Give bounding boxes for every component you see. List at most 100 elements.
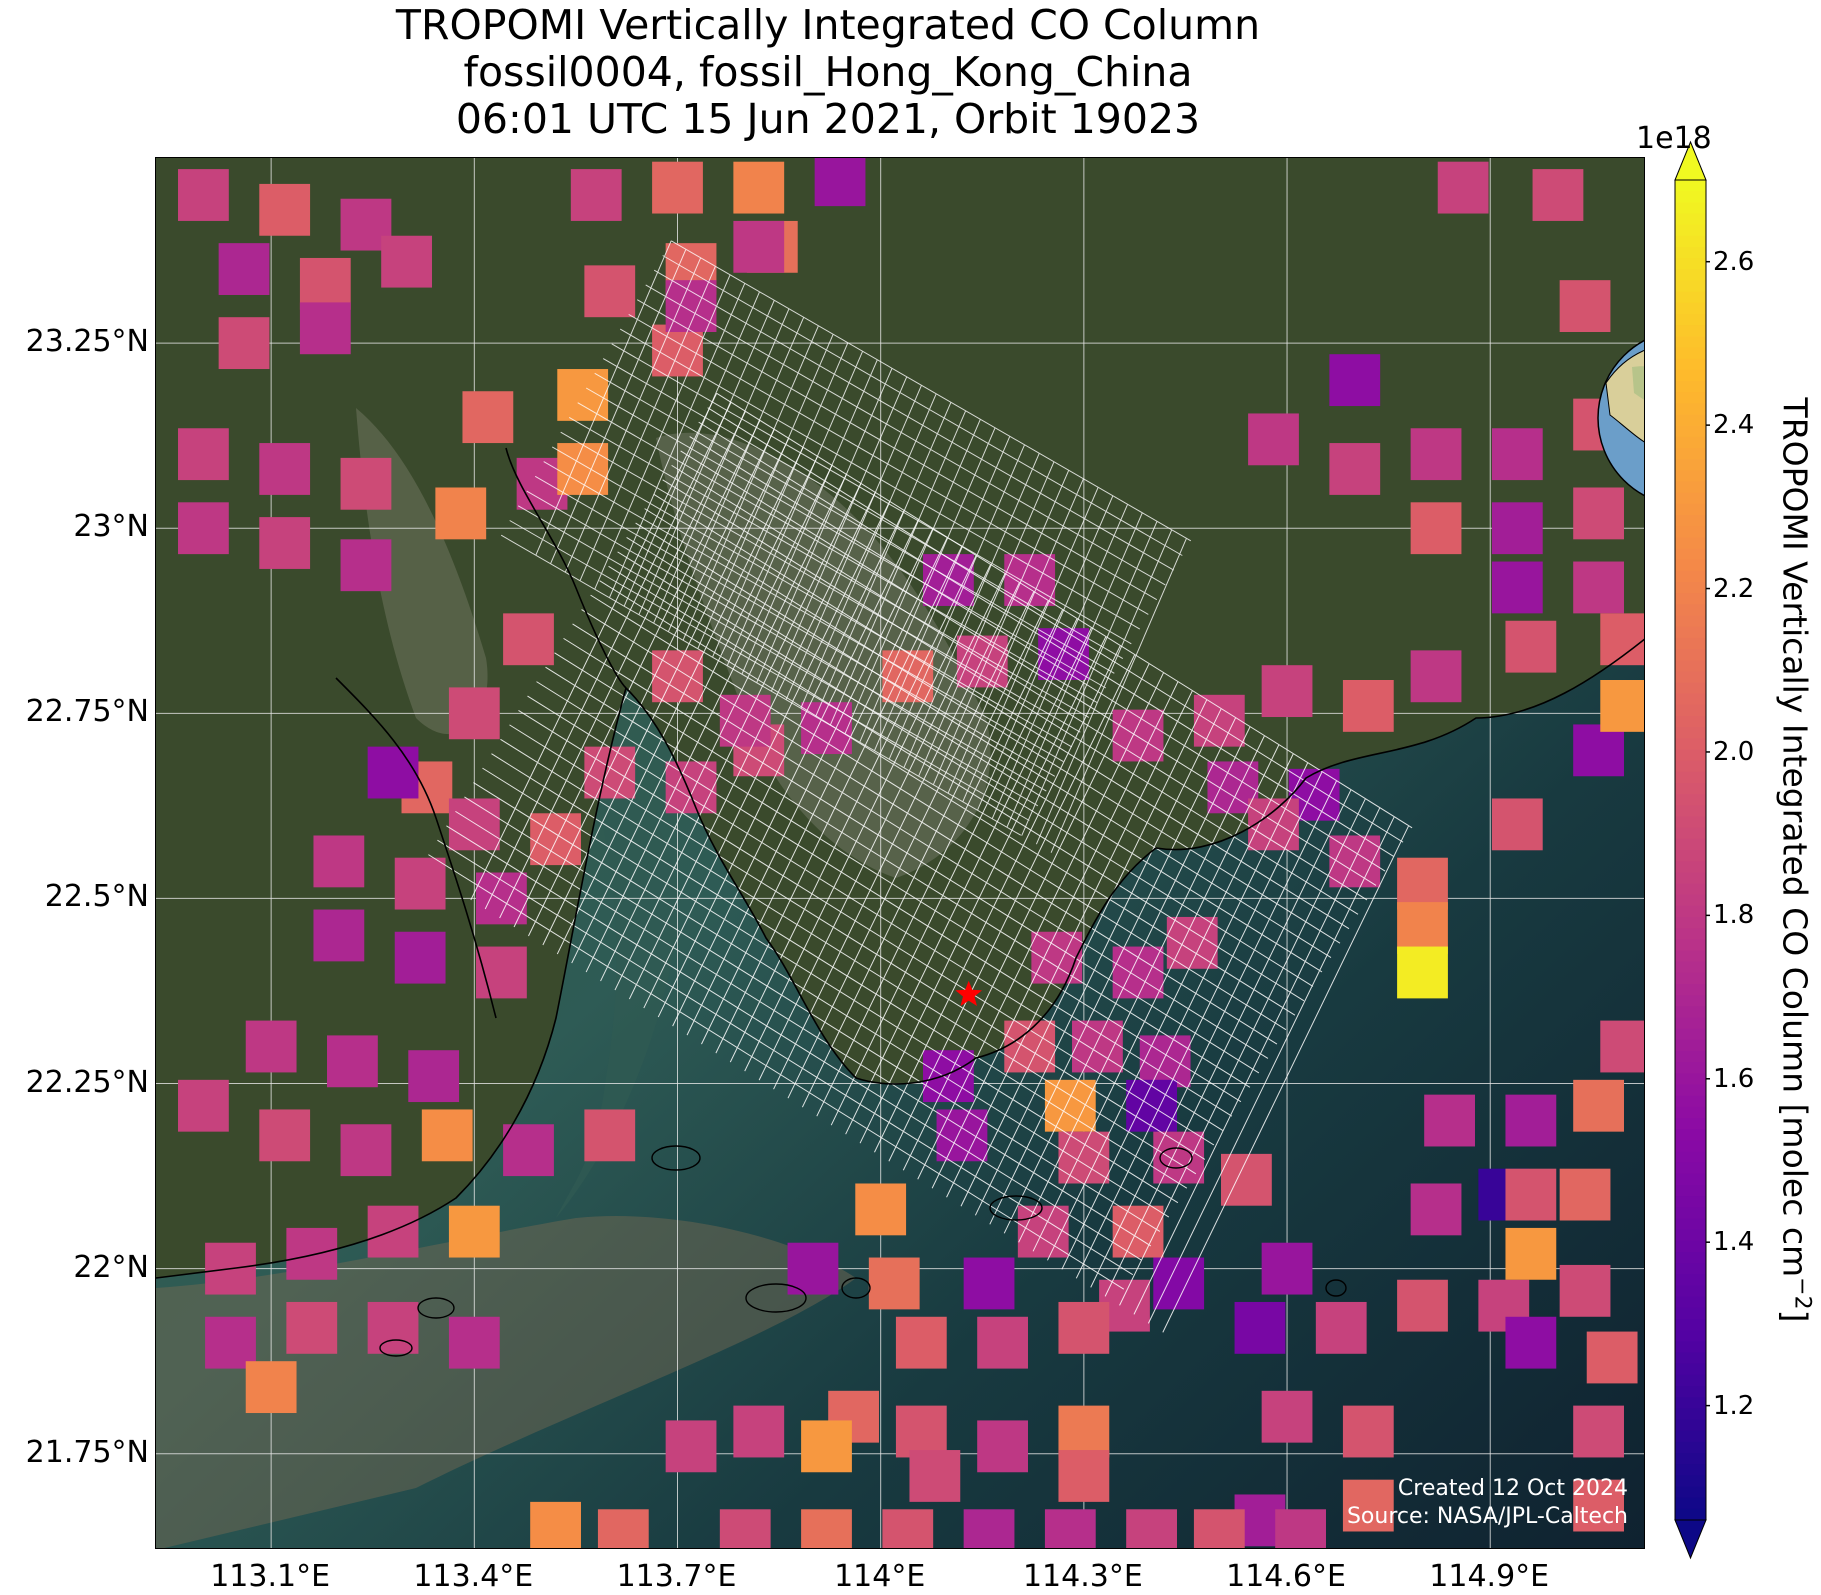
co-pixel [855, 1183, 907, 1236]
colorbar-segment [1675, 660, 1706, 672]
colorbar-segment [1675, 626, 1706, 639]
colorbar-segment [1675, 202, 1706, 215]
mesh-line [1104, 789, 1352, 1297]
co-pixel [367, 1301, 419, 1354]
lat-tick-label: 21.75°N [25, 1434, 149, 1470]
co-pixel [1573, 1479, 1624, 1532]
mesh-line [888, 654, 1136, 1162]
co-pixel [340, 1124, 392, 1177]
colorbar-label-exponent: −2 [1789, 1277, 1815, 1310]
co-pixel [448, 1316, 500, 1369]
co-pixel [1193, 1509, 1245, 1548]
co-pixel [178, 169, 229, 221]
co-pixel [1559, 280, 1611, 332]
mesh-line [526, 490, 1047, 792]
mesh-line [1090, 780, 1338, 1288]
co-pixel [801, 1420, 852, 1473]
mesh-line [517, 505, 1039, 807]
mesh-line [707, 407, 1404, 843]
mesh-line [437, 839, 1134, 1276]
co-pixel [1261, 1390, 1313, 1443]
colorbar-segment [1675, 738, 1706, 751]
lon-tick-label: 114.3°E [1022, 1559, 1143, 1594]
colorbar-segment [1675, 448, 1706, 460]
colorbar-segment [1675, 1006, 1706, 1019]
colorbar-tick-label: 1.4 [1713, 1227, 1755, 1258]
co-pixel [1573, 1405, 1624, 1458]
colorbar-segment [1675, 559, 1706, 572]
colorbar-outline [1674, 179, 1707, 1521]
mesh-line [554, 652, 1251, 1088]
colorbar-segment [1675, 1062, 1706, 1074]
colorbar-segment [1675, 671, 1706, 684]
map-canvas[interactable] [156, 158, 1645, 1549]
mesh-line [509, 520, 1030, 821]
mesh-line [542, 438, 790, 946]
co-pixel [421, 1109, 473, 1162]
co-pixel [1153, 1257, 1205, 1310]
co-pixel [1600, 1020, 1644, 1073]
mesh-line [1147, 816, 1395, 1324]
colorbar-segment [1675, 537, 1706, 550]
map-panel[interactable]: Created 12 Oct 2024 Source: NASA/JPL-Cal… [155, 157, 1645, 1549]
mesh-line [491, 753, 1188, 1189]
mesh-line [859, 636, 1107, 1144]
colorbar-segment [1675, 995, 1706, 1007]
co-pixel [801, 702, 852, 755]
colorbar-segment [1675, 593, 1706, 605]
co-pixel [340, 539, 392, 592]
co-pixel [1397, 946, 1448, 999]
co-pixel [1410, 1183, 1462, 1236]
co-pixel [367, 746, 419, 799]
colorbar-tick-label: 2.2 [1713, 573, 1755, 604]
mesh-line [1047, 753, 1294, 1261]
colorbar-segment [1675, 1073, 1706, 1086]
target-star-icon [955, 980, 982, 1006]
mesh-line [701, 537, 948, 1045]
co-pixel [503, 1124, 554, 1177]
co-pixel [340, 457, 392, 510]
co-pixel [530, 1501, 581, 1548]
colorbar-exponent: 1e18 [1636, 121, 1712, 156]
colorbar-segment [1675, 302, 1706, 315]
mesh-line [608, 565, 1305, 1002]
colorbar-segment [1675, 637, 1706, 650]
mesh-line [464, 796, 1161, 1232]
colorbar-segment [1675, 436, 1706, 449]
co-pixel [259, 517, 311, 569]
mesh-line [626, 537, 1323, 973]
mesh-line [698, 421, 1395, 858]
colorbar-segment [1675, 570, 1706, 583]
mesh-line [744, 564, 992, 1072]
colorbar-segment [1675, 492, 1706, 505]
lat-tick-label: 22.25°N [25, 1064, 149, 1100]
co-pixel [313, 835, 365, 888]
mesh-line [931, 681, 1179, 1189]
colorbar-segment [1675, 247, 1706, 259]
co-pixel [1600, 613, 1644, 666]
colorbar-segment [1675, 961, 1706, 974]
colorbar-segment [1675, 760, 1706, 773]
mesh-line [518, 710, 1215, 1146]
co-pixel [299, 302, 351, 355]
colorbar-tick-label: 1.6 [1713, 1063, 1755, 1094]
mesh-line [1061, 762, 1309, 1270]
colorbar-segment [1675, 414, 1706, 427]
colorbar-segment [1675, 939, 1706, 952]
colorbar [1674, 140, 1710, 1560]
colorbar-segment [1675, 604, 1706, 617]
co-pixel [1559, 1168, 1611, 1221]
co-pixel [956, 635, 1008, 688]
credit-source: Source: NASA/JPL-Caltech [1346, 1504, 1628, 1529]
mesh-line [830, 618, 1078, 1126]
co-pixel [178, 1079, 229, 1132]
target-mesh [500, 240, 1192, 853]
island-outline [417, 1297, 455, 1319]
colorbar-label-main: TROPOMI Vertically Integrated CO Column … [1775, 397, 1815, 1278]
mesh-line [1018, 735, 1265, 1243]
co-pixel [977, 1420, 1028, 1473]
lat-tick-label: 22.75°N [25, 694, 149, 730]
colorbar-segment [1675, 403, 1706, 416]
mesh-line [1032, 744, 1280, 1252]
co-pixel [218, 243, 270, 295]
